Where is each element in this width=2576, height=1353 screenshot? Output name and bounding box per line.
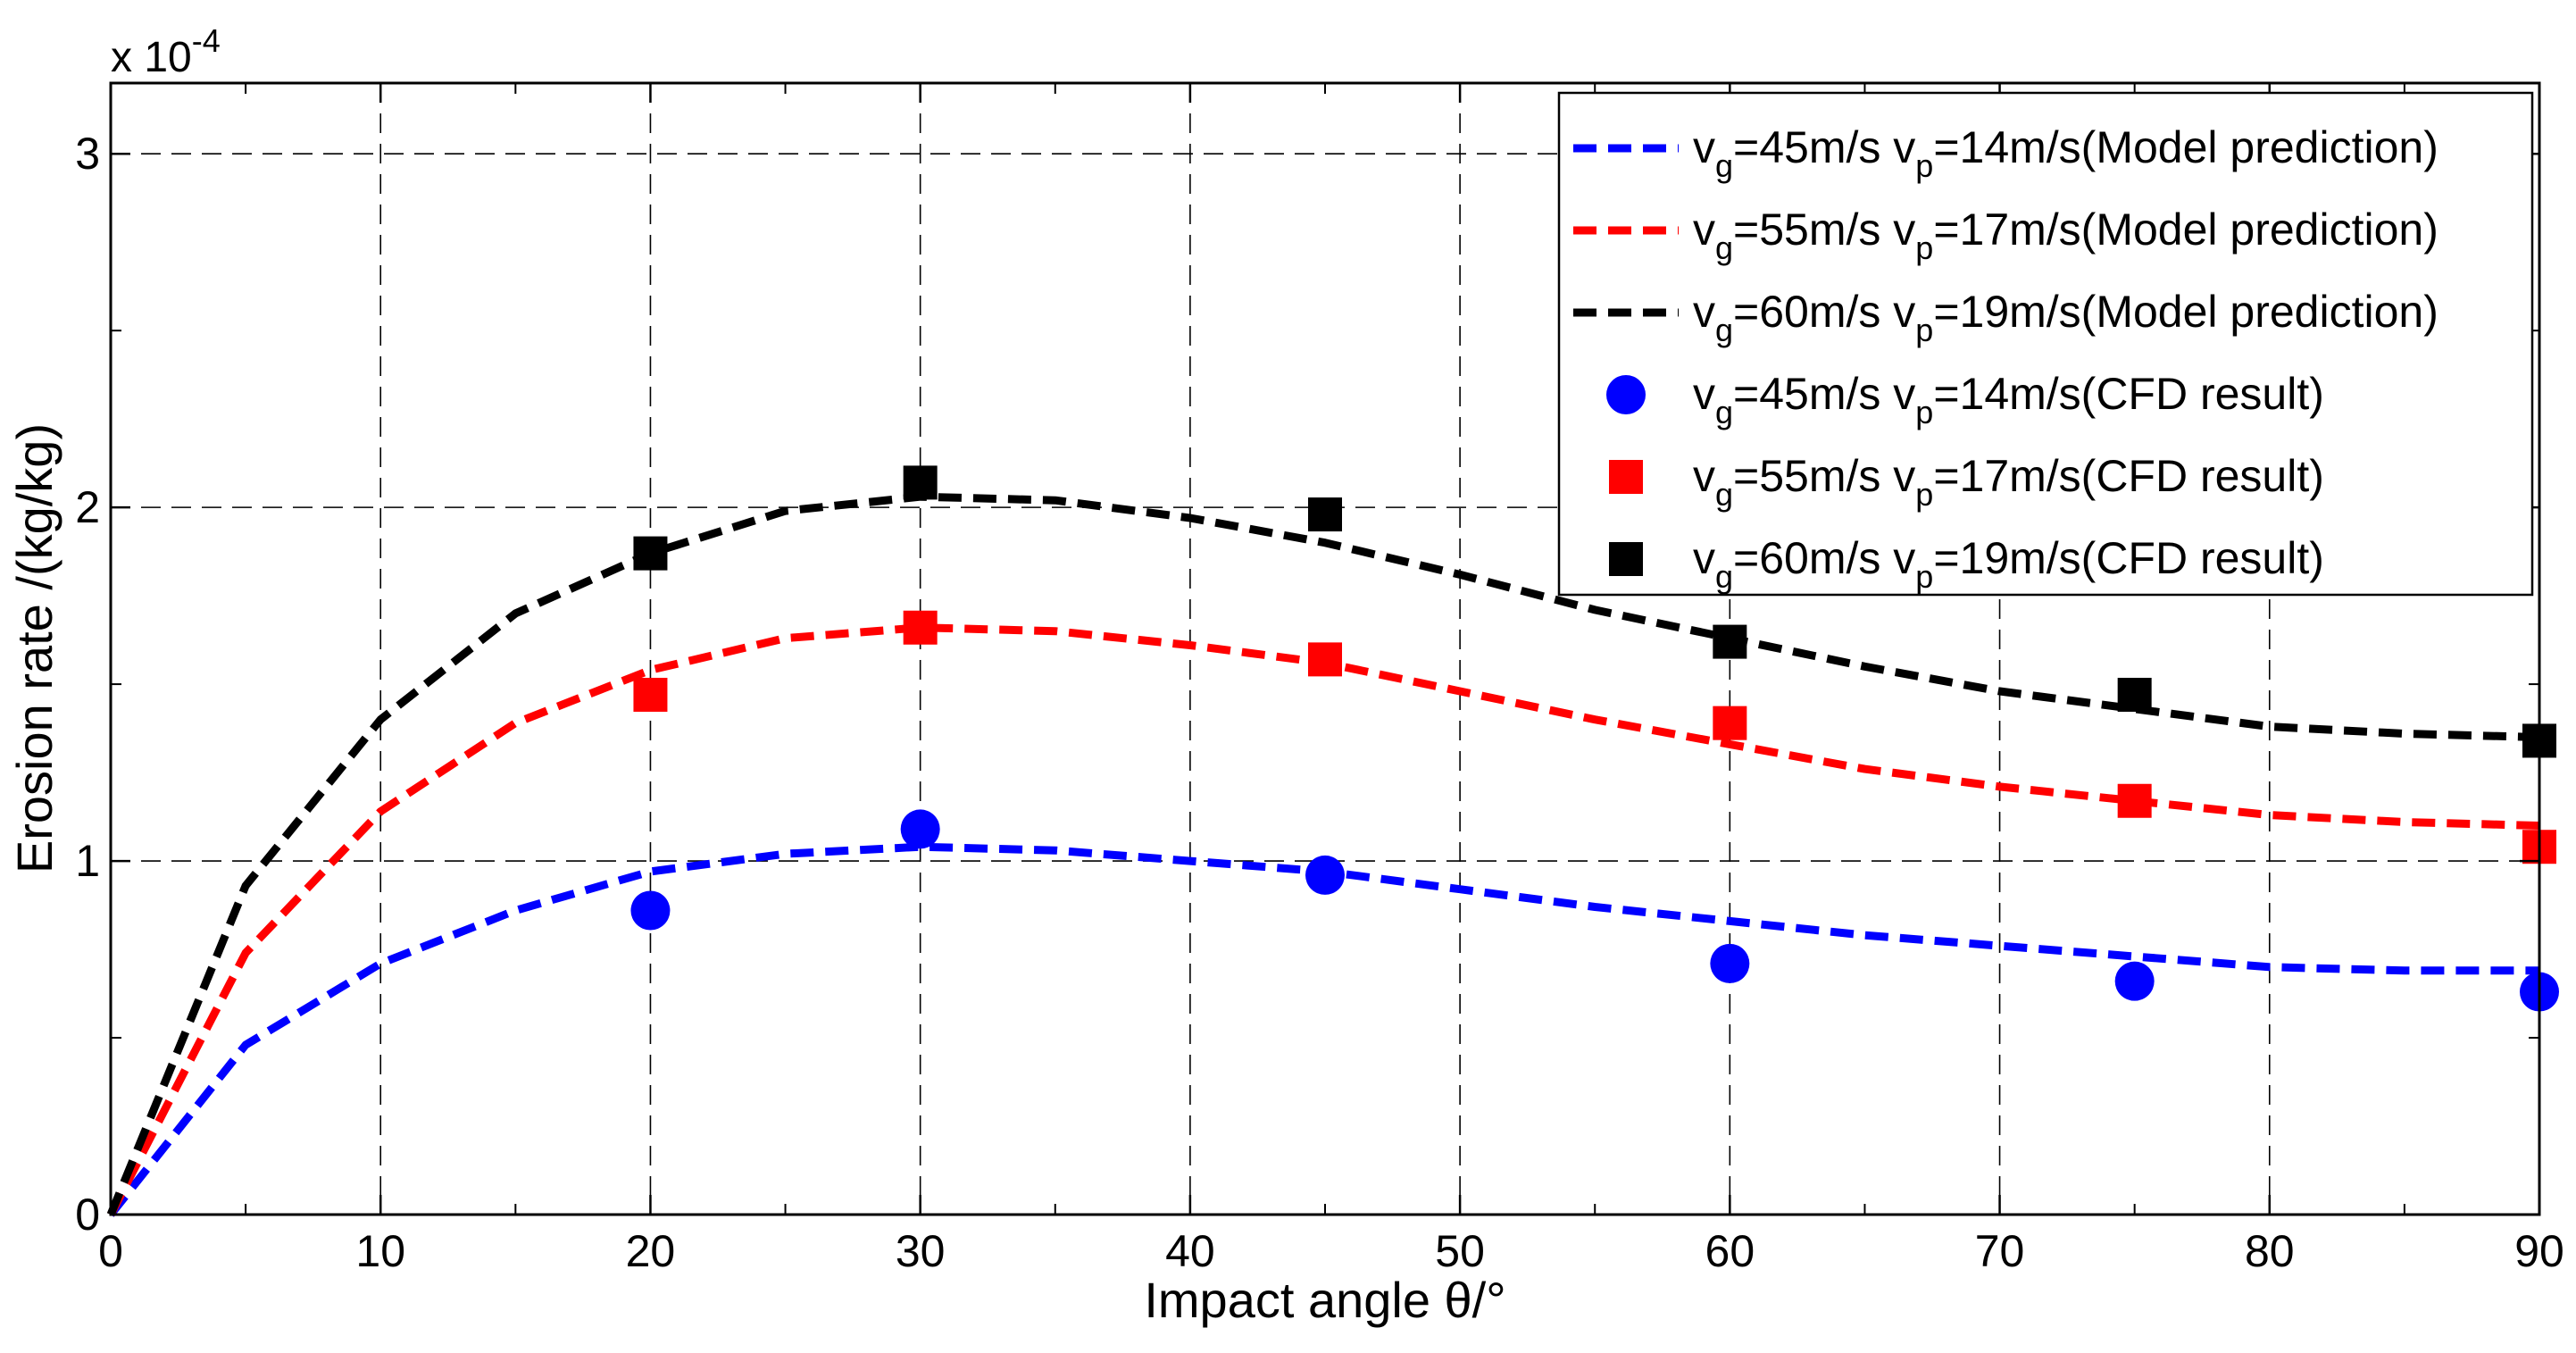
cfd-point-circle (630, 890, 671, 931)
legend-sub-p: p (1915, 476, 1933, 513)
cfd-result-markers (630, 465, 2559, 1012)
legend-v: v (1693, 533, 1715, 583)
cfd-point-square (903, 465, 938, 500)
y-tick-label: 3 (75, 129, 100, 179)
legend-sub-p: p (1915, 230, 1933, 266)
legend-sub-p: p (1915, 394, 1933, 430)
legend-sub-p: p (1915, 558, 1933, 595)
legend-v: v (1693, 451, 1715, 501)
legend-p-value: =19m/s(CFD result) (1933, 533, 2324, 583)
x-tick-label: 10 (355, 1226, 405, 1276)
x-tick-label: 90 (2514, 1226, 2564, 1276)
x-tick-label: 70 (1975, 1226, 2025, 1276)
legend-sub-g: g (1715, 394, 1733, 430)
legend-label: vg=55m/s vp=17m/s(CFD result) (1693, 451, 2324, 513)
legend-label: vg=45m/s vp=14m/s(Model prediction) (1693, 122, 2438, 184)
x-tick-label: 0 (98, 1226, 123, 1276)
legend-square-swatch (1609, 460, 1643, 494)
legend-box (1557, 91, 2534, 597)
legend-p-value: =14m/s(CFD result) (1933, 369, 2324, 419)
legend-g-value: =45m/s v (1733, 122, 1915, 172)
axis-ticks (109, 83, 2541, 1216)
tick-labels: 0 10 20 30 40 50 60 70 80 90 0 1 2 3 (75, 129, 2564, 1276)
x-tick-label: 40 (1165, 1226, 1215, 1276)
legend-g-value: =55m/s v (1733, 205, 1915, 255)
cfd-point-circle (1305, 855, 1345, 895)
legend-g-value: =45m/s v (1733, 369, 1915, 419)
legend-label: vg=45m/s vp=14m/s(CFD result) (1693, 369, 2324, 430)
legend-sub-p: p (1915, 147, 1933, 184)
cfd-point-square (633, 677, 668, 712)
legend-g-value: =60m/s v (1733, 533, 1915, 583)
legend-label: vg=60m/s vp=19m/s(CFD result) (1693, 533, 2324, 595)
legend-p-value: =14m/s(Model prediction) (1933, 122, 2438, 172)
legend-g-value: =60m/s v (1733, 287, 1915, 337)
legend-p-value: =17m/s(CFD result) (1933, 451, 2324, 501)
legend-v: v (1693, 369, 1715, 419)
x-tick-label: 60 (1705, 1226, 1755, 1276)
cfd-point-square (2117, 677, 2152, 712)
cfd-point-circle (900, 809, 940, 849)
y-multiplier-base: x 10 (111, 34, 192, 81)
cfd-point-circle (1710, 943, 1750, 983)
y-multiplier-exponent: -4 (192, 22, 221, 59)
legend-p-value: =17m/s(Model prediction) (1933, 205, 2438, 255)
legend-label: vg=55m/s vp=17m/s(Model prediction) (1693, 205, 2438, 266)
cfd-point-square (1713, 624, 1747, 659)
legend-sub-g: g (1715, 312, 1733, 348)
legend: vg=45m/s vp=14m/s(Model prediction)vg=55… (1557, 91, 2534, 597)
x-axis-label: Impact angle θ/° (1144, 1272, 1505, 1328)
y-tick-label: 1 (75, 836, 100, 886)
legend-sub-p: p (1915, 312, 1933, 348)
x-tick-label: 80 (2245, 1226, 2295, 1276)
cfd-point-square (2117, 783, 2152, 818)
cfd-point-square (1308, 497, 1342, 532)
y-axis-label: Erosion rate /(kg/kg) (6, 423, 63, 873)
legend-square-swatch (1609, 542, 1643, 576)
legend-sub-g: g (1715, 476, 1733, 513)
legend-v: v (1693, 287, 1715, 337)
x-tick-label: 50 (1435, 1226, 1485, 1276)
cfd-point-square (1308, 642, 1342, 677)
legend-p-value: =19m/s(Model prediction) (1933, 287, 2438, 337)
y-tick-label: 0 (75, 1190, 100, 1240)
cfd-point-square (1713, 706, 1747, 740)
y-tick-label: 2 (75, 482, 100, 532)
y-multiplier: x 10-4 (111, 22, 221, 81)
legend-label: vg=60m/s vp=19m/s(Model prediction) (1693, 287, 2438, 348)
legend-sub-g: g (1715, 230, 1733, 266)
cfd-point-circle (2114, 961, 2155, 1001)
x-tick-label: 30 (896, 1226, 946, 1276)
legend-g-value: =55m/s v (1733, 451, 1915, 501)
cfd-point-square (633, 536, 668, 571)
legend-v: v (1693, 205, 1715, 255)
legend-v: v (1693, 122, 1715, 172)
legend-circle-swatch (1606, 375, 1646, 414)
legend-sub-g: g (1715, 147, 1733, 184)
model-line-series-2 (106, 492, 2540, 1216)
x-tick-label: 20 (626, 1226, 676, 1276)
cfd-point-square (903, 610, 938, 645)
legend-sub-g: g (1715, 558, 1733, 595)
